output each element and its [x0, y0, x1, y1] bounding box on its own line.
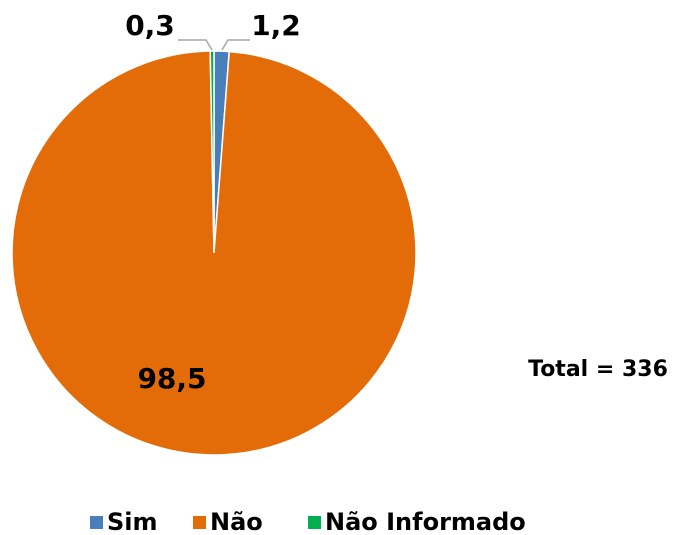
leader-line [221, 39, 250, 51]
legend-label: Não [210, 508, 263, 535]
legend-swatch [308, 516, 321, 529]
data-label: 0,3 [125, 9, 175, 42]
pie-slice [209, 50, 215, 254]
annotation: Total = 336 [528, 357, 668, 382]
legend-label: Sim [107, 508, 158, 535]
legend-swatch [90, 516, 103, 529]
data-label: 1,2 [251, 9, 301, 42]
legend-swatch [193, 516, 206, 529]
data-label: 98,5 [137, 362, 206, 395]
legend-label: Não Informado [325, 508, 526, 535]
leader-line [178, 39, 213, 51]
